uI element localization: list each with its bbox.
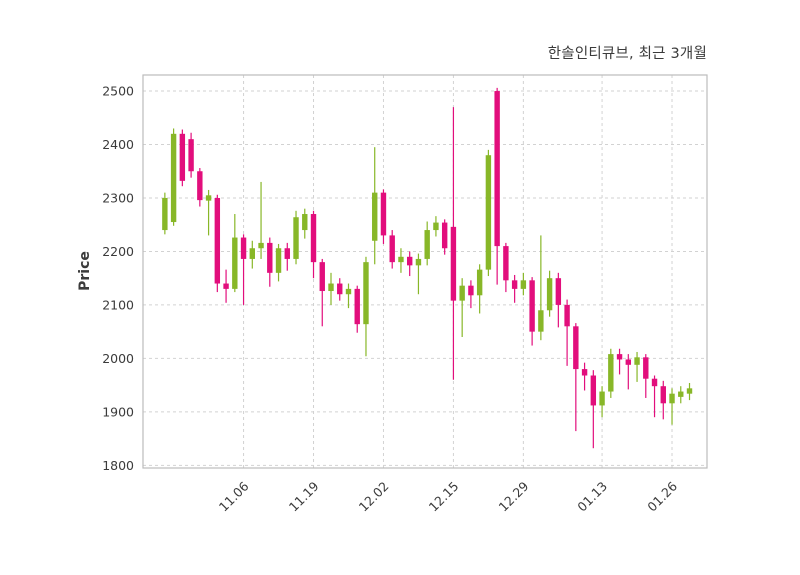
- y-tick-label: 2400: [102, 137, 134, 152]
- candle-body: [616, 354, 623, 360]
- candle-body: [310, 214, 317, 263]
- candle-body: [590, 375, 597, 406]
- candle-body: [424, 230, 430, 259]
- candle-body: [275, 248, 282, 273]
- candle-body: [468, 285, 474, 296]
- candle-body: [529, 280, 535, 332]
- y-tick-label: 2200: [102, 244, 134, 259]
- y-tick-label: 1900: [102, 404, 134, 419]
- candle-body: [643, 357, 649, 379]
- candle-body: [293, 217, 299, 259]
- candle-body: [546, 278, 553, 311]
- candle-body: [450, 226, 457, 301]
- candle-body: [433, 222, 439, 231]
- candle-body: [494, 91, 500, 247]
- candle-body: [179, 133, 186, 181]
- candle-body: [372, 192, 378, 241]
- candle-body: [581, 369, 588, 376]
- candle-body: [608, 354, 614, 392]
- chart-title: 한솔인티큐브, 최근 3개월: [547, 46, 707, 62]
- candle-body: [258, 242, 264, 249]
- candle-body: [678, 391, 684, 397]
- candle-body: [573, 326, 579, 370]
- candle-body: [476, 269, 483, 296]
- candle-body: [267, 242, 273, 273]
- y-tick-label: 2500: [102, 84, 134, 99]
- plot-border: [142, 74, 708, 469]
- x-tick-label: 12.15: [426, 479, 462, 515]
- x-tick-label: 12.02: [356, 479, 392, 515]
- candle-body: [354, 288, 360, 325]
- candle-body: [564, 304, 570, 327]
- x-tick-label: 01.26: [644, 478, 680, 514]
- candle-body: [406, 256, 413, 266]
- candle-body: [503, 246, 509, 281]
- candle-body: [651, 378, 658, 387]
- candle-body: [284, 248, 290, 259]
- candle-body: [555, 278, 562, 305]
- x-tick-label: 11.06: [216, 478, 252, 514]
- candle-body: [389, 235, 395, 263]
- candle-body: [214, 197, 221, 284]
- x-tick-label: 01.13: [574, 479, 610, 515]
- candle-body: [302, 214, 308, 231]
- candle-body: [205, 195, 212, 201]
- candle-body: [511, 280, 518, 289]
- candle-body: [345, 288, 352, 295]
- candle-body: [162, 197, 168, 231]
- x-tick-label: 12.29: [496, 478, 532, 514]
- candle-body: [441, 222, 448, 249]
- y-tick-label: 2300: [102, 190, 134, 205]
- candle-body: [328, 283, 334, 292]
- candle-body: [660, 386, 666, 404]
- candle-body: [538, 310, 544, 332]
- candle-body: [459, 285, 465, 301]
- candle-body: [223, 283, 229, 289]
- candle-body: [625, 359, 632, 365]
- candle-body: [485, 155, 492, 270]
- candle-body: [380, 192, 387, 236]
- candle-body: [197, 171, 203, 201]
- y-tick-label: 1800: [102, 458, 134, 473]
- candle-body: [520, 280, 527, 289]
- candle-body: [398, 256, 404, 263]
- y-tick-label: 2100: [102, 297, 134, 312]
- candle-body: [363, 262, 369, 325]
- candle-body: [415, 258, 422, 266]
- candle-body: [686, 388, 693, 394]
- candle-body: [188, 139, 194, 172]
- candle-body: [319, 262, 325, 292]
- candle-body: [249, 248, 256, 259]
- y-tick-label: 2000: [102, 351, 134, 366]
- candle-body: [669, 393, 675, 404]
- x-tick-label: 11.19: [286, 478, 322, 514]
- candle-body: [634, 357, 640, 365]
- candle-body: [170, 133, 177, 223]
- candle-body: [240, 237, 247, 259]
- candle-body: [337, 283, 343, 295]
- candle-body: [599, 391, 605, 406]
- candle-body: [232, 237, 238, 289]
